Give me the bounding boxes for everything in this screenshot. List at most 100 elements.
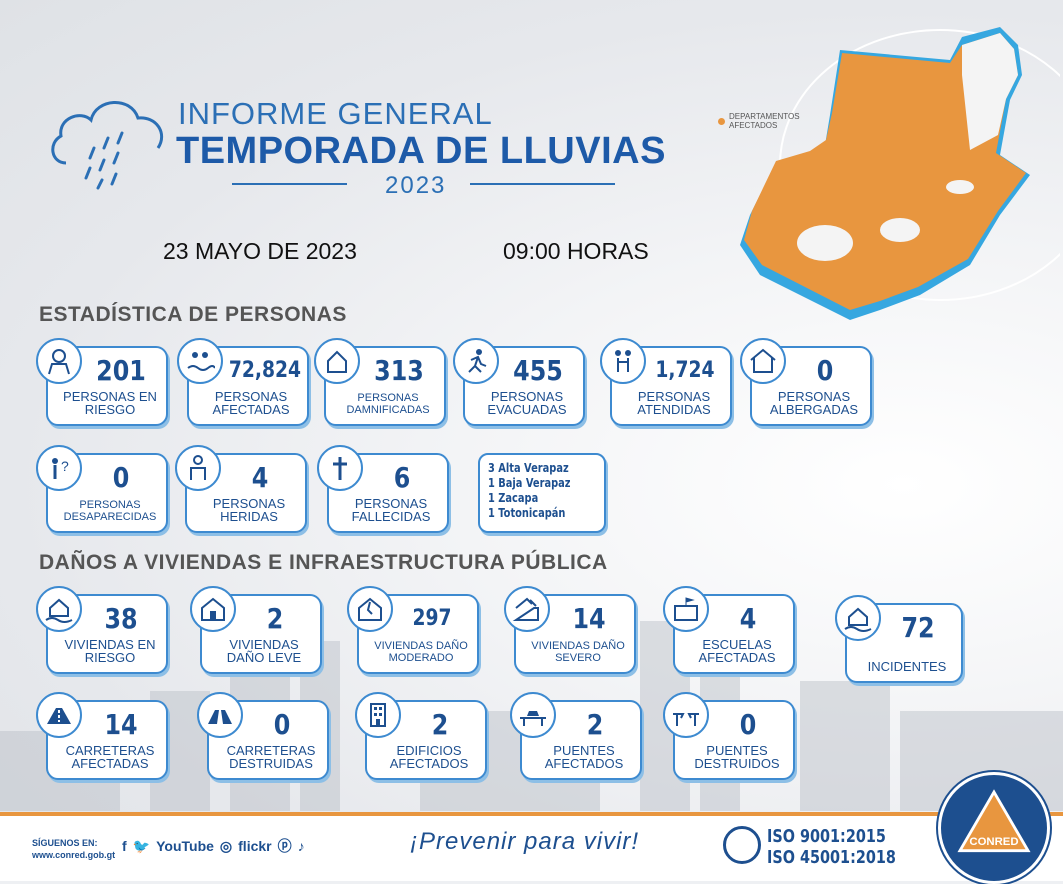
stat-label: PUENTES DESTRUIDOS	[694, 743, 780, 771]
conred-logo: CONRED	[938, 772, 1050, 884]
stat-value: 6	[393, 461, 411, 494]
iso-9001: ISO 9001:2015	[767, 826, 886, 847]
stat-label: VIVIENDAS EN RIESGO	[64, 637, 156, 665]
divider	[470, 183, 615, 185]
deaths-detail-item: 1 Baja Verapaz	[488, 476, 571, 490]
stat-value: 1,724	[655, 358, 715, 383]
stat-card-persons-attended: 1,724 PERSONAS ATENDIDAS	[600, 338, 732, 426]
injured-person-icon	[175, 445, 221, 491]
bridge-car-icon	[510, 692, 556, 738]
iso-certifications: ISO 9001:2015 ISO 45001:2018	[767, 826, 896, 868]
stat-label: PERSONAS DAMNIFICADAS	[346, 392, 430, 416]
stat-card-houses-light: 2 VIVIENDAS DAÑO LEVE	[190, 586, 322, 674]
stat-card-persons-deceased: 6 PERSONAS FALLECIDAS	[317, 445, 449, 533]
stat-value: 72,824	[228, 358, 302, 383]
section-damages-title: DAÑOS A VIVIENDAS E INFRAESTRUCTURA PÚBL…	[39, 551, 608, 574]
guatemala-map	[740, 27, 1060, 320]
stat-card-persons-damnified: 313 PERSONAS DAMNIFICADAS	[314, 338, 446, 426]
stat-value: 4	[739, 602, 757, 635]
facebook-icon[interactable]: f	[122, 838, 127, 854]
svg-text:?: ?	[61, 458, 69, 474]
footer-accent-line	[0, 812, 1063, 816]
stat-card-persons-missing: ? 0 PERSONAS DESAPARECIDAS	[36, 445, 168, 533]
flood-people-icon	[177, 338, 223, 384]
stat-value: 14	[104, 708, 138, 741]
missing-person-icon: ?	[36, 445, 82, 491]
house-flood-icon	[36, 586, 82, 632]
stat-label: PERSONAS EN RIESGO	[63, 389, 157, 417]
deaths-detail-item: 1 Zacapa	[488, 491, 539, 505]
rain-cloud-icon	[51, 101, 164, 190]
tiktok-icon[interactable]: ♪	[297, 838, 305, 854]
stat-value: 72	[901, 611, 935, 644]
report-title: INFORME GENERAL	[178, 96, 493, 131]
stat-card-houses-severe: 14 VIVIENDAS DAÑO SEVERO	[504, 586, 636, 674]
stat-card-persons-evacuated: 455 PERSONAS EVACUADAS	[453, 338, 585, 426]
quality-seal-icon	[723, 826, 761, 864]
stat-card-bridges-destroyed: 0 PUENTES DESTRUIDOS	[663, 692, 795, 780]
stat-label: PERSONAS ALBERGADAS	[769, 389, 859, 417]
stat-label: CARRETERAS AFECTADAS	[65, 743, 155, 771]
stat-label: VIVIENDAS DAÑO MODERADO	[374, 640, 468, 664]
house-severe-damage-icon	[504, 586, 550, 632]
website-link[interactable]: www.conred.gob.gt	[32, 850, 116, 860]
deaths-detail-item: 3 Alta Verapaz	[488, 461, 569, 475]
stat-value: 14	[572, 602, 606, 635]
youtube-icon[interactable]: YouTube	[156, 838, 214, 854]
stat-value: 2	[266, 602, 284, 635]
stat-value: 0	[273, 708, 291, 741]
stat-label: INCIDENTES	[867, 659, 947, 674]
deaths-detail-item: 1 Totonicapán	[488, 506, 566, 520]
map-legend: DEPARTAMENTOS AFECTADOS	[718, 112, 824, 130]
brand-name: CONRED	[969, 836, 1018, 848]
report-year: 2023	[385, 172, 447, 199]
stat-value: 2	[431, 708, 449, 741]
flickr-icon[interactable]: flickr	[238, 838, 272, 854]
stat-label: PUENTES AFECTADOS	[544, 743, 624, 771]
bridge-broken-icon	[663, 692, 709, 738]
shelter-icon	[740, 338, 786, 384]
deaths-detail-box: 3 Alta Verapaz 1 Baja Verapaz 1 Zacapa 1…	[478, 453, 606, 533]
cross-icon	[317, 445, 363, 491]
report-subtitle: TEMPORADA DE LLUVIAS	[176, 130, 666, 172]
stat-label: EDIFICIOS AFECTADOS	[389, 743, 469, 771]
stat-card-buildings: 2 EDIFICIOS AFECTADOS	[355, 692, 487, 780]
report-time: 09:00 HORAS	[503, 238, 649, 264]
divider	[232, 183, 347, 185]
road-icon	[36, 692, 82, 738]
stat-value: 0	[112, 461, 130, 494]
stat-card-houses-moderate: 297 VIVIENDAS DAÑO MODERADO	[347, 586, 479, 674]
stat-label: PERSONAS EVACUADAS	[487, 389, 567, 417]
footer	[0, 816, 1063, 881]
stat-value: 2	[586, 708, 604, 741]
stat-value: 38	[104, 602, 138, 635]
stat-value: 4	[251, 461, 269, 494]
stat-card-persons-injured: 4 PERSONAS HERIDAS	[175, 445, 307, 533]
stat-value: 0	[816, 354, 834, 387]
slogan: ¡Prevenir para vivir!	[410, 828, 640, 855]
twitter-icon[interactable]: 🐦	[132, 837, 151, 854]
stat-value: 313	[374, 354, 424, 387]
stat-label: PERSONAS AFECTADAS	[212, 389, 290, 417]
building-icon	[355, 692, 401, 738]
stat-card-persons-risk: 201 PERSONAS EN RIESGO	[36, 338, 168, 426]
legend-label: DEPARTAMENTOS AFECTADOS	[729, 112, 800, 130]
legend-dot-icon	[718, 117, 725, 125]
stat-value: 0	[739, 708, 757, 741]
instagram-icon[interactable]: ◎	[219, 837, 233, 854]
pinterest-icon[interactable]: ⓟ	[277, 838, 292, 854]
stat-label: PERSONAS FALLECIDAS	[351, 496, 431, 524]
stat-label: PERSONAS ATENDIDAS	[637, 389, 711, 417]
report-date: 23 MAYO DE 2023	[163, 238, 357, 264]
stat-label: PERSONAS DESAPARECIDAS	[63, 499, 157, 523]
stat-value: 297	[412, 606, 452, 631]
social-links: f 🐦 YouTube ◎ flickr ⓟ ♪	[122, 836, 305, 856]
house-waves-icon	[835, 595, 881, 641]
section-persons-title: ESTADÍSTICA DE PERSONAS	[39, 303, 347, 326]
iso-45001: ISO 45001:2018	[767, 847, 896, 868]
stat-card-bridges-affected: 2 PUENTES AFECTADOS	[510, 692, 642, 780]
family-house-icon	[314, 338, 360, 384]
stat-label: ESCUELAS AFECTADAS	[698, 637, 776, 665]
school-icon	[663, 586, 709, 632]
stat-card-schools: 4 ESCUELAS AFECTADAS	[663, 586, 795, 674]
